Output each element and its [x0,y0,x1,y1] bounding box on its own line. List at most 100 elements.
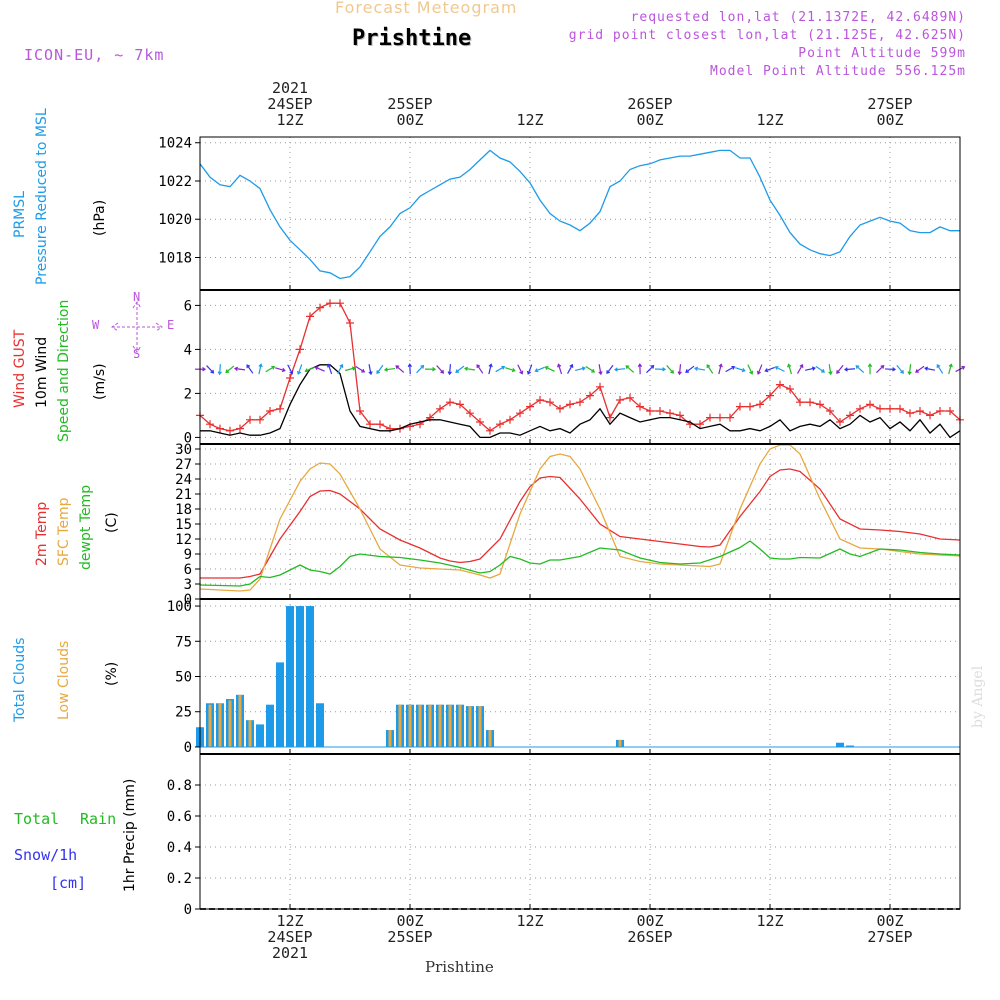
gust-point [896,404,904,413]
precip-cm-label: [cm] [50,874,87,892]
gust-point [546,398,554,407]
time-tick-line: 24SEP [267,95,313,113]
gust-point [466,409,474,418]
wind-arrow [416,365,424,374]
wind-arrow [775,366,785,372]
gust-point [726,413,734,422]
gust-point [256,415,264,424]
gust-point [656,407,664,415]
wind-arrow-head [948,363,953,368]
low-cloud-bar [438,704,442,747]
time-tick-line: 12Z [756,912,784,930]
wind-arrow-head [281,367,286,373]
wind-arrow [275,367,285,372]
gust-point [766,391,774,400]
wind-arrow-head [569,363,574,368]
ytick-label: 1020 [158,212,192,228]
gust-point [776,380,784,389]
wind-arrow [884,368,896,371]
grid-layer [200,137,960,910]
wind-arrow [828,364,832,375]
wind-arrow [948,364,952,375]
wind-arrow-head [420,364,425,369]
total-cloud-bar [286,606,294,747]
compass-icon [111,301,163,353]
model-altitude: Model Point Altitude 556.125m [710,64,966,79]
wind-arrow-head [591,368,596,373]
wind-arrow [625,365,635,373]
gust-point [516,409,524,418]
time-tick-line: 27SEP [867,95,913,113]
ytick-label: 100 [167,599,192,615]
wind-arrow-head [383,367,388,372]
gust-point [236,424,244,433]
wind-arrow [678,364,682,375]
ytick-label: 0 [184,902,192,918]
wind-arrow [376,364,384,374]
wind-arrow-head [836,370,840,374]
wind-arrow [448,364,452,375]
wind-arrow-head [210,369,215,374]
wind-arrow-head [855,365,860,369]
wind-arrow [725,366,735,373]
wind-arrow [614,368,626,371]
wind-arrow-head [526,370,532,375]
series-line-2m-temp [200,468,961,579]
time-tick-label: 12Z [490,913,570,929]
gust-point [806,398,814,407]
time-tick-line: 12Z [516,111,544,129]
wind-arrow [258,364,262,375]
wind-arrow-head [440,369,445,374]
wind-arrow [844,368,856,371]
wind-arrow-head [351,366,356,371]
ytick-label: 4 [184,342,192,358]
wind-arrow-head [217,371,222,376]
wind-arrow-head [637,363,643,368]
wind-arrow-head [258,363,263,368]
marks-layer [195,149,966,910]
wind-arrow-head [749,370,754,375]
wind-arrow [315,366,325,372]
total-cloud-bar [296,606,304,747]
model-label: ICON-EU, ~ 7km [24,46,165,64]
gust-point [666,409,674,418]
gust-point [376,420,384,429]
series-line-prmsl [199,149,960,280]
wind-arrow-head [774,365,779,370]
gust-point [456,400,464,409]
time-tick-line: 26SEP [627,928,673,946]
wind-arrow [815,365,825,373]
total-cloud-bar [316,703,324,747]
wind-arrow-head [625,365,630,369]
gust-point [616,396,624,404]
low-cloud-bar [248,720,252,747]
wind-arrow [855,365,865,373]
gust-point [596,382,604,391]
wind-arrow [796,364,804,374]
low-cloud-bar [448,704,452,747]
time-tick-label: 12Z 24SEP 2021 [250,913,330,961]
gust-point [916,407,924,415]
wind-arrow-head [741,368,746,373]
low-cloud-bar [418,704,422,747]
wind-arrow-head [395,365,400,370]
wind-arrow [718,364,722,375]
wind-arrow [517,364,523,374]
gust-point [326,299,334,308]
gust-point [826,407,834,415]
gust-point [216,424,224,433]
time-tick-label: 27SEP 00Z [850,96,930,128]
point-altitude: Point Altitude 599m [798,46,966,61]
time-tick-line: 26SEP [627,95,673,113]
wind-arrow-head [811,366,816,371]
gust-point [496,420,504,429]
wind-arrow-head [271,365,276,370]
gust-point [866,400,874,409]
wind-arrow [368,364,372,375]
time-tick-label: 00Z 26SEP [610,913,690,945]
gust-point [646,407,654,415]
time-tick-line: 25SEP [387,95,433,113]
wind-arrow-head [900,369,904,374]
frame-layer [199,136,961,910]
wind-arrow-head [289,370,294,375]
